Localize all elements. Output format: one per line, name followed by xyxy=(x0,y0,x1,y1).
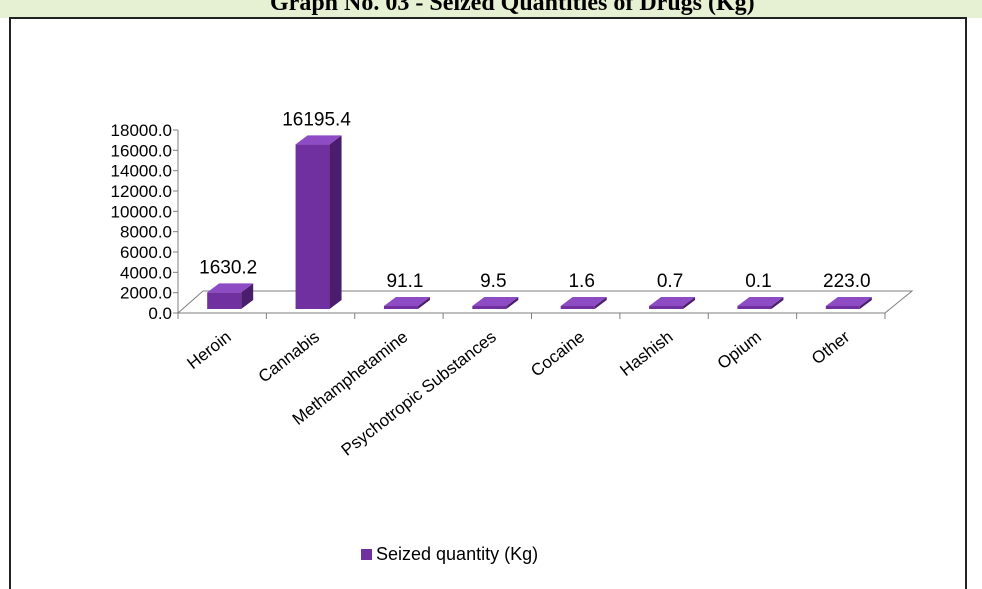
x-category-label: Psychotropic Substances xyxy=(338,327,500,459)
y-tick-label: 4000.0 xyxy=(120,263,172,282)
x-category-label: Cocaine xyxy=(527,327,588,380)
bar-other xyxy=(825,306,860,309)
bar-side xyxy=(771,297,784,309)
y-tick-label: 0.0 xyxy=(148,304,172,323)
bar-top xyxy=(560,297,607,306)
legend-swatch xyxy=(361,549,372,560)
bar-side xyxy=(859,297,872,309)
y-tick-label: 6000.0 xyxy=(120,243,172,262)
x-category-label: Cannabis xyxy=(255,327,323,386)
chart-floor xyxy=(176,290,914,314)
bar-hashish xyxy=(649,306,684,309)
data-label: 0.7 xyxy=(657,271,683,292)
bar-side xyxy=(417,297,430,309)
legend: Seized quantity (Kg) xyxy=(361,544,538,565)
data-label: 1630.2 xyxy=(199,257,257,278)
bar-top xyxy=(472,297,519,306)
data-label: 9.5 xyxy=(480,271,506,292)
x-category-label: Opium xyxy=(714,327,765,373)
y-tick-label: 14000.0 xyxy=(111,162,172,181)
y-tick-label: 16000.0 xyxy=(111,141,172,160)
bar-top xyxy=(649,297,696,306)
header-band xyxy=(0,0,982,18)
data-label: 16195.4 xyxy=(282,109,351,130)
y-tick-label: 8000.0 xyxy=(120,223,172,242)
data-label: 1.6 xyxy=(568,271,594,292)
data-label: 223.0 xyxy=(823,271,871,292)
bar-cannabis xyxy=(295,144,330,309)
bar-top xyxy=(737,297,784,306)
bar-heroin xyxy=(207,292,242,309)
bar-top xyxy=(383,297,430,306)
bar-top xyxy=(295,135,342,145)
bar-side xyxy=(241,283,254,309)
bar-side xyxy=(506,297,519,309)
y-tick-label: 18000.0 xyxy=(111,121,172,140)
y-tick-label: 2000.0 xyxy=(120,284,172,303)
bar-psychotropic-substances xyxy=(472,306,507,309)
bar-opium xyxy=(737,306,772,309)
bar-top xyxy=(207,283,254,293)
y-tick-label: 12000.0 xyxy=(111,182,172,201)
bar-cocaine xyxy=(560,306,595,309)
bar-side xyxy=(594,297,607,309)
legend-label: Seized quantity (Kg) xyxy=(376,544,539,564)
y-tick-label: 10000.0 xyxy=(111,202,172,221)
x-category-label: Heroin xyxy=(183,327,234,373)
bar-methamphetamine xyxy=(383,306,418,309)
page-title: Graph No. 03 - Seized Quantities of Drug… xyxy=(270,0,755,16)
bar-side xyxy=(329,135,342,309)
x-category-label: Hashish xyxy=(616,327,676,380)
bar-top xyxy=(825,297,872,306)
data-label: 91.1 xyxy=(386,271,423,292)
bar-side xyxy=(683,297,696,309)
x-category-label: Other xyxy=(808,327,853,368)
data-label: 0.1 xyxy=(745,271,771,292)
